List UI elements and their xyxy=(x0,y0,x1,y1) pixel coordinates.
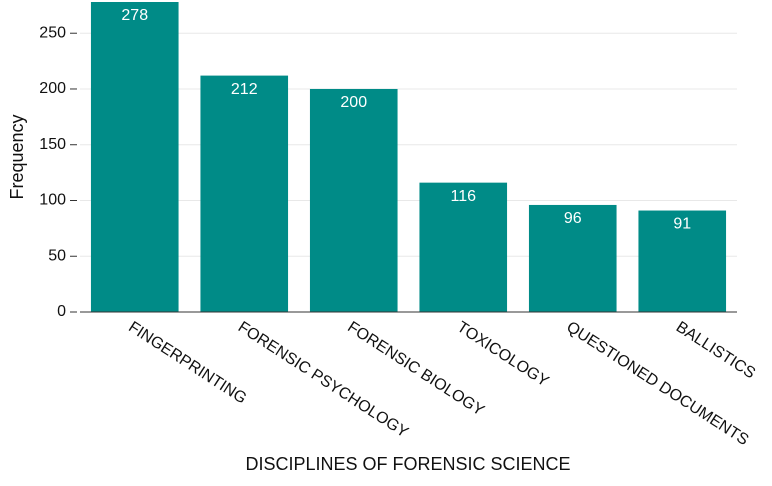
value-label: 116 xyxy=(450,188,476,205)
value-label: 212 xyxy=(231,81,258,98)
y-tick-label: 200 xyxy=(39,80,66,97)
x-tick-label: BALLISTICS xyxy=(673,319,758,383)
bar xyxy=(419,182,508,312)
y-tick-label: 250 xyxy=(39,24,66,41)
x-axis-title: DISCIPLINES OF FORENSIC SCIENCE xyxy=(245,454,570,474)
x-tick-label: FORENSIC PSYCHOLOGY xyxy=(235,319,412,442)
x-tick-label: TOXICOLOGY xyxy=(454,319,552,391)
bar xyxy=(528,204,617,312)
y-axis-title: Frequency xyxy=(7,114,27,199)
bar xyxy=(200,75,289,312)
bar xyxy=(90,2,179,312)
bar xyxy=(309,88,398,312)
bar xyxy=(638,210,727,312)
value-label: 91 xyxy=(673,216,691,233)
y-tick-label: 100 xyxy=(39,192,66,209)
value-label: 96 xyxy=(564,210,582,227)
value-label: 200 xyxy=(340,94,367,111)
x-tick-label: FINGERPRINTING xyxy=(125,319,249,408)
y-tick-label: 50 xyxy=(48,247,66,264)
x-tick-label: QUESTIONED DOCUMENTS xyxy=(563,319,751,449)
y-tick-label: 0 xyxy=(57,303,66,320)
value-label: 278 xyxy=(121,7,148,24)
y-tick-label: 150 xyxy=(39,136,66,153)
